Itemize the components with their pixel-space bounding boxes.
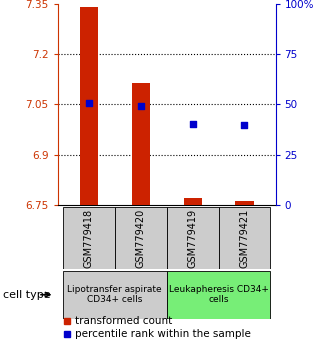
Title: GDS4079 / 7986822: GDS4079 / 7986822 [89, 0, 244, 2]
Point [86, 101, 91, 106]
Bar [132, 82, 150, 205]
Bar [167, 207, 218, 269]
Text: GSM779420: GSM779420 [136, 209, 146, 268]
Bar [183, 198, 202, 205]
Point [190, 121, 195, 127]
Point [242, 122, 247, 127]
Text: GSM779421: GSM779421 [240, 209, 249, 268]
Text: GSM779418: GSM779418 [84, 209, 94, 268]
Text: cell type: cell type [3, 290, 51, 300]
Bar [115, 207, 167, 269]
Text: GSM779419: GSM779419 [187, 209, 198, 268]
Bar [80, 7, 98, 205]
Bar [167, 271, 270, 319]
Bar [235, 201, 253, 205]
Bar [63, 271, 167, 319]
Text: Lipotransfer aspirate
CD34+ cells: Lipotransfer aspirate CD34+ cells [67, 285, 162, 304]
Point [138, 104, 143, 109]
Legend: transformed count, percentile rank within the sample: transformed count, percentile rank withi… [60, 312, 255, 343]
Bar [218, 207, 270, 269]
Text: Leukapheresis CD34+
cells: Leukapheresis CD34+ cells [169, 285, 268, 304]
Bar [63, 207, 115, 269]
